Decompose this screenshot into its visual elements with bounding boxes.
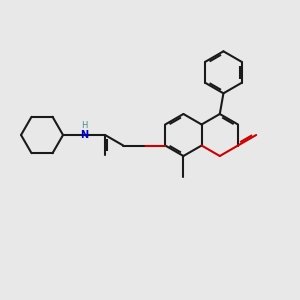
Text: N: N — [80, 130, 88, 140]
Text: H: H — [81, 121, 87, 130]
